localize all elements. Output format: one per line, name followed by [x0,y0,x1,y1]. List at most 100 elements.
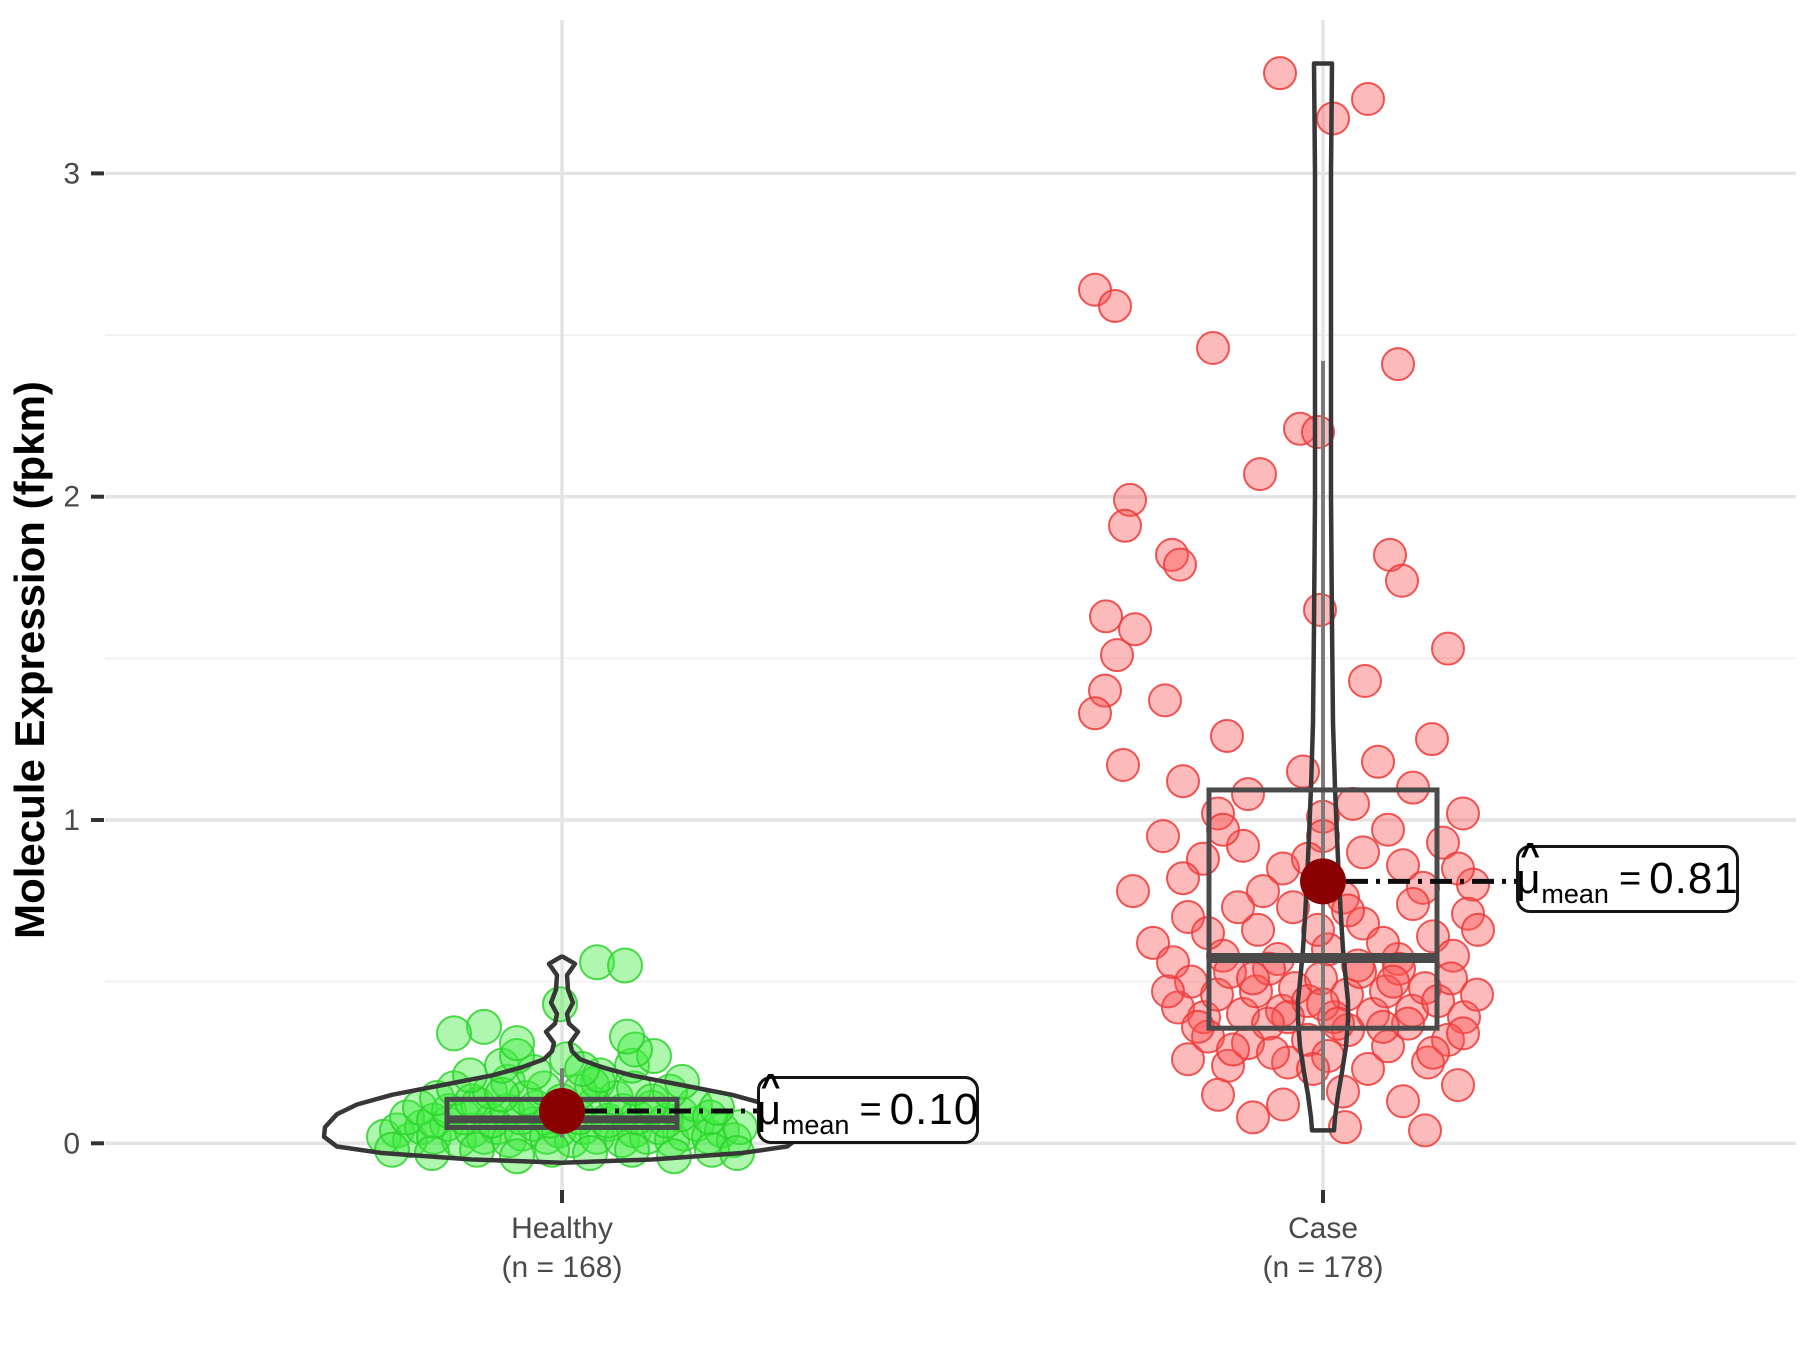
data-point-healthy [564,1050,600,1087]
data-point-case [1451,896,1485,931]
data-point-case [1088,673,1122,708]
data-point-healthy [466,1008,502,1045]
data-point-case [1351,1051,1385,1086]
data-point-healthy [534,1131,570,1168]
data-point-case [1201,1077,1235,1112]
data-point-case [1326,1074,1360,1109]
mean-point-healthy [539,1087,585,1134]
data-point-case [1263,56,1297,91]
data-point-case [1431,631,1465,666]
data-point-case [1441,1068,1475,1103]
data-point-case [1251,1006,1285,1041]
data-point-case [1391,1006,1425,1041]
x-category-sublabel-case: (n = 178) [1263,1251,1384,1284]
data-point-case [1385,563,1419,598]
data-point-healthy [436,1015,472,1052]
data-point-case [1148,683,1182,718]
data-point-case [1256,1035,1290,1070]
data-point-case [1408,1113,1442,1148]
y-tick-label: 0 [63,1127,80,1160]
data-point-case [1278,971,1312,1006]
mu-hat-symbol: ^ μ [756,1067,781,1133]
x-category-sublabel-healthy: (n = 168) [502,1251,623,1284]
data-point-case [1241,912,1275,947]
data-point-healthy [499,1025,535,1062]
data-point-case [1415,722,1449,757]
violin-outline-healthy [321,954,803,1165]
data-point-case [1461,912,1495,947]
data-point-case [1216,1032,1250,1067]
data-point-case [1376,964,1410,999]
y-tick-label: 2 [63,481,80,514]
data-point-case [1118,612,1152,647]
data-point-case [1163,547,1197,582]
violin-box-shapes [321,61,1440,1165]
x-category-label-healthy: Healthy [511,1212,613,1245]
data-point-case [1116,874,1150,909]
data-point-healthy [572,1134,608,1171]
mean-value: 0.81 [1649,854,1739,903]
data-point-healthy [607,947,643,984]
data-point-healthy [499,1138,535,1175]
data-point-case [1246,874,1280,909]
data-point-case [1266,1087,1300,1122]
data-point-case [1210,718,1244,753]
mean-annotation-healthy: ^ μ mean = 0.10 [756,1067,980,1144]
equals-sign: = [1618,857,1642,900]
data-point-case [1361,744,1395,779]
data-point-case [1106,748,1140,783]
y-tick-label: 3 [63,157,80,190]
data-point-case [1446,1016,1480,1051]
data-point-case [1266,851,1300,886]
data-point-case [1113,482,1147,517]
mean-subscript: mean [1541,879,1609,909]
data-point-case [1346,835,1380,870]
data-point-case [1151,974,1185,1009]
mean-point-case [1300,858,1346,905]
data-point-case [1089,599,1123,634]
data-point-case [1301,415,1335,450]
data-point-case [1441,851,1475,886]
axes: Molecule Expression (fpkm) Healthy (n = … [6,157,1383,1284]
data-point-case [1236,1100,1270,1135]
data-point-case [1416,1035,1450,1070]
data-point-case [1286,754,1320,789]
data-point-case [1231,777,1265,812]
data-point-case [1196,330,1230,365]
mean-value: 0.10 [889,1085,980,1134]
data-point-case [1206,812,1240,847]
box-case [1206,787,1440,1031]
violin-outline-case [1295,61,1351,1133]
data-point-case [1408,971,1442,1006]
data-point-case [1371,812,1405,847]
data-point-case [1243,457,1277,492]
data-point-case [1221,890,1255,925]
data-point-case [1348,663,1382,698]
data-point-case [1078,696,1112,731]
data-point-case [1098,288,1132,323]
data-point-case [1396,887,1430,922]
gridlines [105,20,1796,1190]
data-point-case [1146,819,1180,854]
data-point-case [1171,1042,1205,1077]
data-point-case [1446,796,1480,831]
data-point-case [1381,347,1415,382]
data-point-case [1166,764,1200,799]
data-point-case [1411,1045,1445,1080]
data-point-case [1276,890,1310,925]
data-point-case [1460,977,1494,1012]
data-point-healthy [636,1038,672,1075]
mean-markers [539,858,1516,1134]
mean-annotation-case: ^ μ mean = 0.81 [1516,836,1739,913]
data-point-case [1108,508,1142,543]
equals-sign: = [859,1088,882,1131]
mu-hat-symbol: ^ μ [1516,836,1541,902]
data-point-healthy [414,1134,450,1171]
data-point-case [1100,638,1134,673]
data-point-healthy [484,1076,520,1113]
data-point-case [1386,1084,1420,1119]
y-tick-label: 1 [63,804,80,837]
data-point-case [1236,961,1270,996]
